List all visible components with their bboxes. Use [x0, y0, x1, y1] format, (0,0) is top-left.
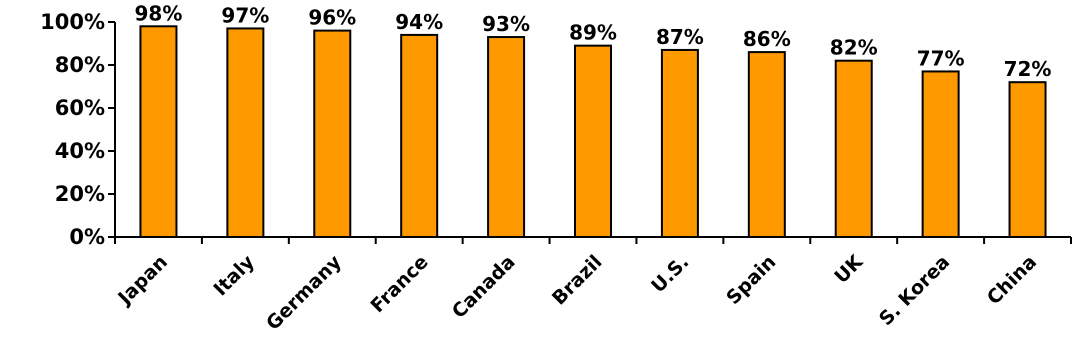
data-label: 98% [135, 1, 183, 25]
data-label: 94% [395, 10, 443, 34]
data-label: 72% [1004, 57, 1052, 81]
y-tick-label: 80% [55, 53, 105, 77]
data-label: 77% [917, 46, 965, 70]
y-tick-label: 60% [55, 96, 105, 120]
data-label: 97% [221, 3, 269, 27]
data-label: 87% [656, 25, 704, 49]
y-tick-label: 0% [69, 225, 105, 249]
category-label: France [367, 251, 433, 317]
category-label: Italy [209, 251, 259, 301]
bar [139, 25, 178, 238]
bar [921, 70, 960, 238]
category-label: S. Korea [875, 251, 954, 330]
category-label: Spain [722, 251, 780, 309]
y-axis-ticks: 0% 20% 40% 60% 80% 100% [40, 10, 115, 249]
category-label: U.S. [647, 251, 693, 297]
category-labels: Japan Italy Germany France Canada Brazil U.S. S… [113, 250, 1041, 335]
y-tick-label: 100% [40, 10, 105, 34]
category-label: Japan [113, 251, 172, 310]
bar [574, 44, 612, 239]
data-label: 86% [743, 27, 791, 51]
y-tick-label: 20% [55, 182, 105, 206]
data-label: 89% [569, 21, 617, 45]
category-label: UK [830, 250, 868, 288]
category-label: Germany [262, 251, 346, 335]
data-labels: 98% 97% 96% 94% 93% 89% 87% 86% 82% 77% 72% [135, 1, 1052, 81]
x-axis-ticks [114, 237, 1072, 244]
y-tick-label: 40% [55, 139, 105, 163]
bar [487, 36, 526, 238]
category-label: China [983, 251, 1041, 309]
data-label: 96% [308, 6, 356, 30]
category-label: Canada [448, 251, 520, 323]
data-label: 82% [830, 36, 878, 60]
bar [226, 27, 265, 239]
bar [660, 48, 699, 239]
bar [313, 29, 352, 238]
bar [747, 51, 786, 238]
category-label: Brazil [548, 251, 607, 310]
bar [400, 33, 439, 239]
bar [1008, 81, 1047, 238]
bar [834, 59, 873, 239]
data-label: 93% [482, 12, 530, 36]
bars [139, 25, 1047, 239]
